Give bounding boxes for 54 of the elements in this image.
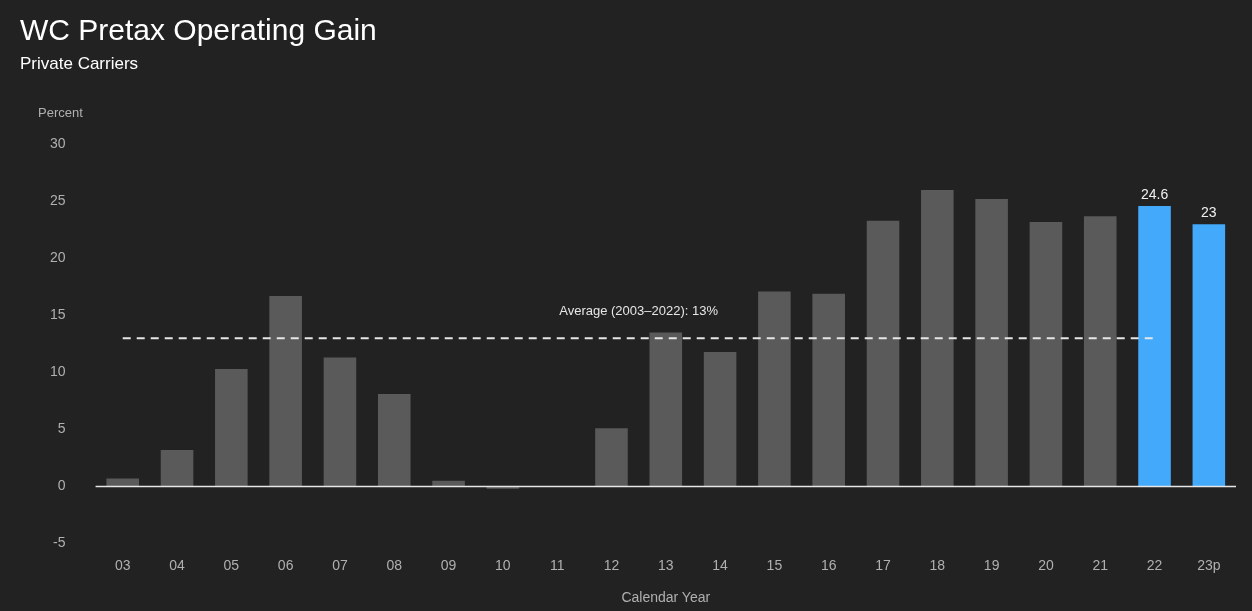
bar [215, 368, 248, 487]
x-tick-label: 08 [386, 556, 403, 573]
bar [866, 220, 900, 487]
bar [921, 190, 954, 487]
x-tick-label: 23p [1197, 556, 1221, 573]
chart-subtitle: Private Carriers [20, 53, 139, 73]
data-label: 23 [1201, 204, 1217, 221]
x-tick-label: 05 [223, 556, 240, 573]
x-tick-label: 19 [983, 556, 1000, 573]
x-tick-label: 22 [1146, 556, 1163, 573]
x-tick-label: 03 [114, 556, 131, 573]
bar [160, 449, 194, 487]
x-tick-label: 07 [332, 556, 348, 573]
bar [106, 478, 140, 487]
bar [1192, 224, 1226, 487]
y-tick-label: 25 [49, 192, 66, 209]
y-tick-label: 0 [57, 477, 66, 494]
y-tick-label: 15 [49, 306, 66, 323]
chart-title: WC Pretax Operating Gain [20, 13, 377, 47]
bar [377, 394, 411, 487]
y-tick-label: 5 [57, 420, 66, 437]
x-tick-label: 10 [495, 556, 511, 573]
x-tick-label: 13 [658, 556, 674, 573]
bar [975, 199, 1008, 487]
bar [649, 332, 683, 487]
bar [1138, 205, 1171, 487]
x-tick-label: 06 [277, 556, 294, 573]
bar [1083, 216, 1117, 487]
bar [703, 351, 737, 487]
y-tick-label: 10 [49, 363, 66, 380]
ref-line-label: Average (2003–2022): 13% [559, 303, 719, 319]
x-tick-label: 21 [1092, 556, 1109, 573]
x-axis-title: Calendar Year [621, 589, 711, 606]
x-tick-label: 04 [169, 556, 186, 573]
x-tick-label: 15 [766, 556, 783, 573]
bar [323, 357, 357, 487]
y-axis-title: Percent [38, 105, 84, 121]
y-tick-label: 20 [49, 249, 66, 266]
bar [1029, 221, 1063, 487]
bar [758, 291, 791, 487]
x-tick-label: 14 [712, 556, 729, 573]
x-tick-label: 18 [929, 556, 946, 573]
x-tick-label: 12 [603, 556, 620, 573]
y-tick-label: -5 [53, 534, 66, 551]
data-label: 24.6 [1140, 185, 1169, 202]
bar [595, 428, 628, 487]
x-tick-label: 09 [440, 556, 457, 573]
bar [269, 296, 302, 487]
x-tick-label: 16 [820, 556, 837, 573]
x-tick-label: 11 [549, 556, 565, 573]
x-tick-label: 17 [875, 556, 892, 573]
x-tick-label: 20 [1038, 556, 1054, 573]
bar [812, 293, 845, 487]
y-tick-label: 30 [49, 135, 66, 152]
